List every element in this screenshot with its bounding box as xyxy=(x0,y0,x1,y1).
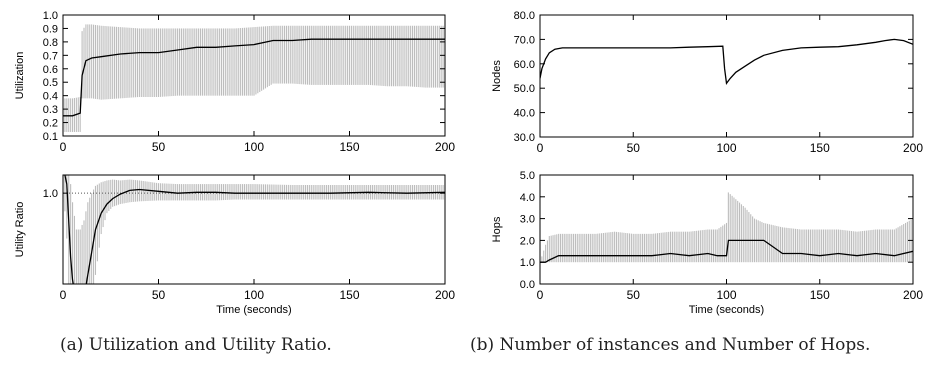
y-tick-label: 1.0 xyxy=(43,10,58,22)
x-tick-label: 200 xyxy=(435,288,455,302)
x-tick-label: 200 xyxy=(903,141,923,155)
x-axis-label: Time (seconds) xyxy=(689,304,764,316)
y-tick-label: 0.2 xyxy=(43,118,58,130)
chart-hops: 0 50 100 150 200 0.0 1.0 2.0 3.0 4.0 5.0 Hops Time (… xyxy=(491,170,923,316)
x-tick-label: 50 xyxy=(627,288,641,302)
plot-area xyxy=(540,192,913,263)
plot-area xyxy=(63,24,445,132)
x-tick-label: 50 xyxy=(627,141,641,155)
caption-b: (b) Number of instances and Number of Ho… xyxy=(470,335,871,355)
series-line-utilization xyxy=(63,38,445,117)
x-tick-label: 50 xyxy=(152,140,166,154)
y-tick-label: 0.8 xyxy=(43,37,58,49)
x-tick-label: 50 xyxy=(152,288,166,302)
x-tick-label: 100 xyxy=(244,288,264,302)
x-tick-label: 150 xyxy=(810,288,830,302)
y-tick-label: 80.0 xyxy=(514,10,535,22)
chart-utility-ratio: 0 50 100 150 200 1.0 Utility Ratio Time (second… xyxy=(14,174,455,316)
y-tick-label: 50.0 xyxy=(514,83,535,95)
plot-frame xyxy=(539,14,914,138)
x-axis-label: Time (seconds) xyxy=(216,304,291,316)
y-tick-label: 0.3 xyxy=(43,104,58,116)
y-tick-label: 0.1 xyxy=(43,131,58,143)
x-tick-label: 150 xyxy=(339,140,359,154)
x-tick-label: 150 xyxy=(810,141,830,155)
y-tick-label: 3.0 xyxy=(520,214,535,226)
caption-a: (a) Utilization and Utility Ratio. xyxy=(60,335,332,355)
y-tick-label: 40.0 xyxy=(514,108,535,120)
y-tick-label: 0.0 xyxy=(520,279,535,291)
y-tick-label: 0.6 xyxy=(43,64,58,76)
y-tick-label: 0.7 xyxy=(43,50,58,62)
y-tick-label: 5.0 xyxy=(520,170,535,182)
x-tick-label: 0 xyxy=(537,288,544,302)
series-line-hops xyxy=(540,239,913,263)
y-axis-label: Hops xyxy=(491,216,503,242)
y-axis-label: Utilization xyxy=(14,52,26,100)
y-axis-label: Nodes xyxy=(491,60,503,92)
y-tick-label: 1.0 xyxy=(43,188,58,200)
y-tick-label: 4.0 xyxy=(520,192,535,204)
x-tick-label: 100 xyxy=(716,141,736,155)
x-tick-label: 0 xyxy=(60,140,67,154)
x-tick-label: 200 xyxy=(435,140,455,154)
series-line-utility-ratio xyxy=(64,175,445,284)
y-tick-label: 2.0 xyxy=(520,235,535,247)
y-tick-label: 1.0 xyxy=(520,257,535,269)
x-tick-label: 100 xyxy=(716,288,736,302)
x-tick-label: 150 xyxy=(339,288,359,302)
band-utilization xyxy=(63,24,445,132)
y-tick-label: 0.5 xyxy=(43,77,58,89)
y-tick-label: 0.4 xyxy=(43,91,58,103)
plot-area xyxy=(540,38,913,85)
y-axis-label: Utility Ratio xyxy=(14,202,26,258)
x-tick-label: 100 xyxy=(244,140,264,154)
y-tick-label: 70.0 xyxy=(514,34,535,46)
chart-nodes: 0 50 100 150 200 30.0 40.0 50.0 60.0 70.0 80.0 Node… xyxy=(491,10,923,155)
x-tick-label: 0 xyxy=(60,288,67,302)
plot-area xyxy=(63,175,445,284)
y-tick-label: 0.9 xyxy=(43,23,58,35)
y-tick-label: 60.0 xyxy=(514,59,535,71)
x-tick-label: 0 xyxy=(537,141,544,155)
band-utility-ratio xyxy=(63,175,445,284)
x-tick-label: 200 xyxy=(903,288,923,302)
band-hops xyxy=(541,192,913,263)
y-tick-label: 30.0 xyxy=(514,132,535,144)
figure-panels: 0 50 100 150 2000.10.20.30.40.50.60.70.80.91… xyxy=(14,10,923,316)
series-line-nodes xyxy=(540,38,913,85)
chart-utilization: 0 50 100 150 200 0.10.2 0.30.4 0.50.6 0.70.8 0.91… xyxy=(14,10,455,154)
